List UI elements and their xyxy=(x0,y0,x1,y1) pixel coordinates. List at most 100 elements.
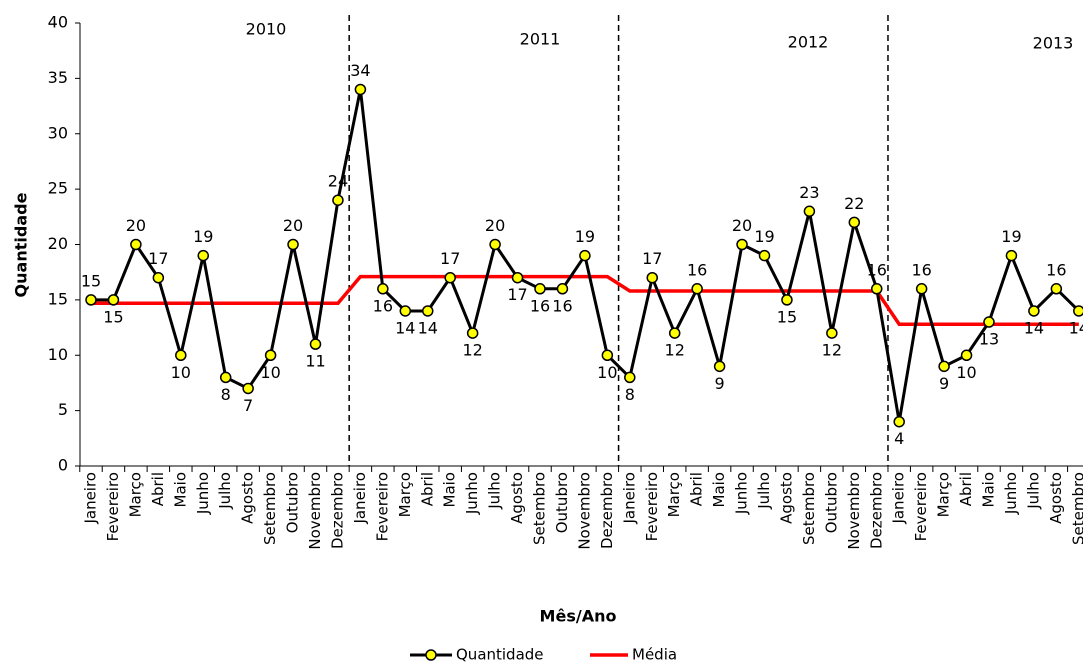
marker xyxy=(579,249,591,262)
x-tick-label: Fevereiro xyxy=(104,472,122,541)
x-tick-label: Maio xyxy=(980,472,998,507)
marker xyxy=(332,194,344,206)
data-label: 19 xyxy=(193,227,213,246)
marker xyxy=(915,283,928,295)
marker xyxy=(1005,249,1018,262)
x-tick-label: Junho xyxy=(194,472,212,515)
x-tick-label: Março xyxy=(396,472,414,517)
x-tick-label: Fevereiro xyxy=(373,472,391,541)
x-tick-label: Junho xyxy=(463,472,481,515)
x-axis-title: Mês/Ano xyxy=(540,607,617,626)
y-tick-label: 40 xyxy=(48,13,68,32)
marker xyxy=(668,327,681,339)
data-label: 10 xyxy=(956,363,976,382)
x-tick-label: Fevereiro xyxy=(643,472,661,541)
marker xyxy=(399,305,412,317)
data-label: 16 xyxy=(1046,260,1066,279)
data-label: 17 xyxy=(507,285,527,304)
x-tick-label: Novembro xyxy=(845,472,863,550)
data-label: 16 xyxy=(530,296,550,315)
marker xyxy=(736,238,748,251)
marker xyxy=(624,371,636,384)
y-tick-label: 15 xyxy=(48,289,68,308)
data-label: 16 xyxy=(373,296,393,315)
x-tick-label: Novembro xyxy=(306,472,324,550)
marker xyxy=(197,249,209,262)
data-label: 22 xyxy=(844,194,864,213)
year-label: 2013 xyxy=(1033,34,1074,53)
data-label: 4 xyxy=(894,429,904,448)
x-tick-label: Janeiro xyxy=(351,472,369,525)
x-tick-label: Setembro xyxy=(261,472,279,545)
x-tick-label: Janeiro xyxy=(890,472,908,525)
x-tick-label: Janeiro xyxy=(82,472,100,525)
data-label: 8 xyxy=(221,385,231,404)
x-tick-label: Dezembro xyxy=(328,472,346,549)
year-label: 2010 xyxy=(246,20,287,39)
data-label: 23 xyxy=(799,183,819,202)
x-tick-label: Abril xyxy=(957,472,975,506)
data-label: 9 xyxy=(715,374,725,393)
x-tick-label: Abril xyxy=(418,472,436,506)
marker xyxy=(534,283,546,295)
marker xyxy=(444,271,456,284)
marker xyxy=(1073,305,1083,317)
x-tick-label: Outubro xyxy=(822,472,840,533)
marker xyxy=(354,83,367,96)
marker xyxy=(713,360,726,373)
data-label: 9 xyxy=(939,374,949,393)
marker xyxy=(871,283,883,295)
year-label: 2011 xyxy=(520,30,561,49)
x-tick-label: Agosto xyxy=(777,472,795,524)
data-label: 8 xyxy=(625,385,635,404)
marker xyxy=(691,283,703,295)
x-tick-label: Abril xyxy=(149,472,167,506)
x-tick-label: Janeiro xyxy=(620,472,638,525)
data-label: 20 xyxy=(485,216,505,235)
y-tick-label: 0 xyxy=(58,456,68,475)
data-label: 16 xyxy=(911,260,931,279)
marker xyxy=(85,294,97,306)
marker xyxy=(938,360,950,373)
data-label: 24 xyxy=(328,172,348,191)
y-tick-label: 25 xyxy=(48,179,68,198)
marker xyxy=(130,238,142,251)
marker xyxy=(983,316,995,328)
legend-label: Quantidade xyxy=(456,646,544,664)
x-tick-label: Setembro xyxy=(800,472,818,545)
marker xyxy=(377,283,389,295)
legend-label: Média xyxy=(632,646,677,664)
marker xyxy=(422,305,434,317)
x-tick-label: Julho xyxy=(216,472,234,510)
marker xyxy=(848,216,861,229)
data-label: 14 xyxy=(1024,318,1044,337)
data-label: 15 xyxy=(777,307,797,326)
marker xyxy=(960,349,973,361)
x-tick-label: Fevereiro xyxy=(912,472,930,541)
data-label: 10 xyxy=(171,363,191,382)
x-tick-label: Abril xyxy=(688,472,706,506)
x-tick-label: Julho xyxy=(486,472,504,510)
marker xyxy=(264,349,277,361)
marker xyxy=(1028,305,1040,317)
data-label: 12 xyxy=(462,341,482,360)
data-label: 14 xyxy=(418,318,438,337)
data-label: 20 xyxy=(732,216,752,235)
marker xyxy=(601,349,614,361)
x-tick-label: Março xyxy=(126,472,144,517)
marker xyxy=(107,294,120,306)
x-tick-label: Julho xyxy=(1024,472,1042,510)
data-label: 17 xyxy=(642,249,662,268)
marker xyxy=(826,327,838,339)
data-label: 19 xyxy=(575,227,595,246)
y-tick-label: 35 xyxy=(48,68,68,87)
y-tick-label: 10 xyxy=(48,345,68,364)
x-tick-label: Maio xyxy=(710,472,728,507)
data-label: 12 xyxy=(822,341,842,360)
y-tick-label: 30 xyxy=(48,123,68,142)
x-tick-label: Setembro xyxy=(531,472,549,545)
x-tick-label: Junho xyxy=(733,472,751,515)
data-label: 14 xyxy=(395,318,415,337)
marker xyxy=(287,238,299,251)
data-label: 10 xyxy=(597,363,617,382)
